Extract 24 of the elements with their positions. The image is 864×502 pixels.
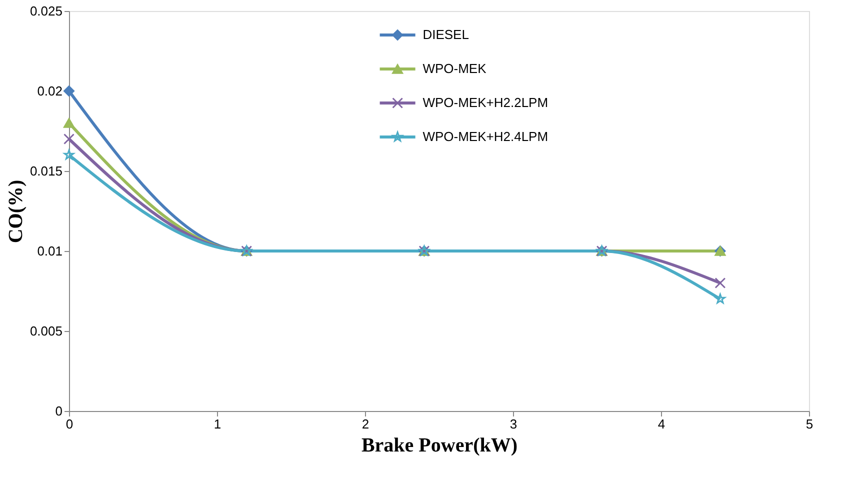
y-tick-label: 0.025 (30, 4, 62, 18)
y-tick-label: 0.02 (37, 84, 62, 98)
y-tick-label: 0.01 (37, 244, 62, 258)
x-tick-label: 4 (658, 416, 666, 432)
y-tick-label: 0 (55, 404, 62, 418)
legend-label: WPO-MEK+H2.4LPM (422, 129, 548, 144)
point (64, 150, 74, 160)
point (64, 86, 74, 96)
x-axis-title: Brake Power(kW) (361, 434, 518, 456)
point (64, 118, 74, 128)
legend-label: WPO-MEK (422, 61, 487, 76)
x-tick-label: 1 (214, 416, 222, 432)
y-tick-label: 0.015 (30, 164, 62, 178)
legend-label: DIESEL (422, 27, 469, 42)
legend-label: WPO-MEK+H2.2LPM (422, 95, 548, 110)
x-tick-label: 0 (66, 416, 74, 432)
point (714, 294, 726, 304)
point (714, 278, 726, 288)
y-axis-title: CO(%) (4, 180, 27, 244)
x-tick-label: 2 (362, 416, 370, 432)
y-tick-label: 0.005 (30, 324, 62, 338)
x-tick-label: 5 (806, 416, 814, 432)
point (64, 134, 74, 144)
x-tick-label: 3 (510, 416, 518, 432)
